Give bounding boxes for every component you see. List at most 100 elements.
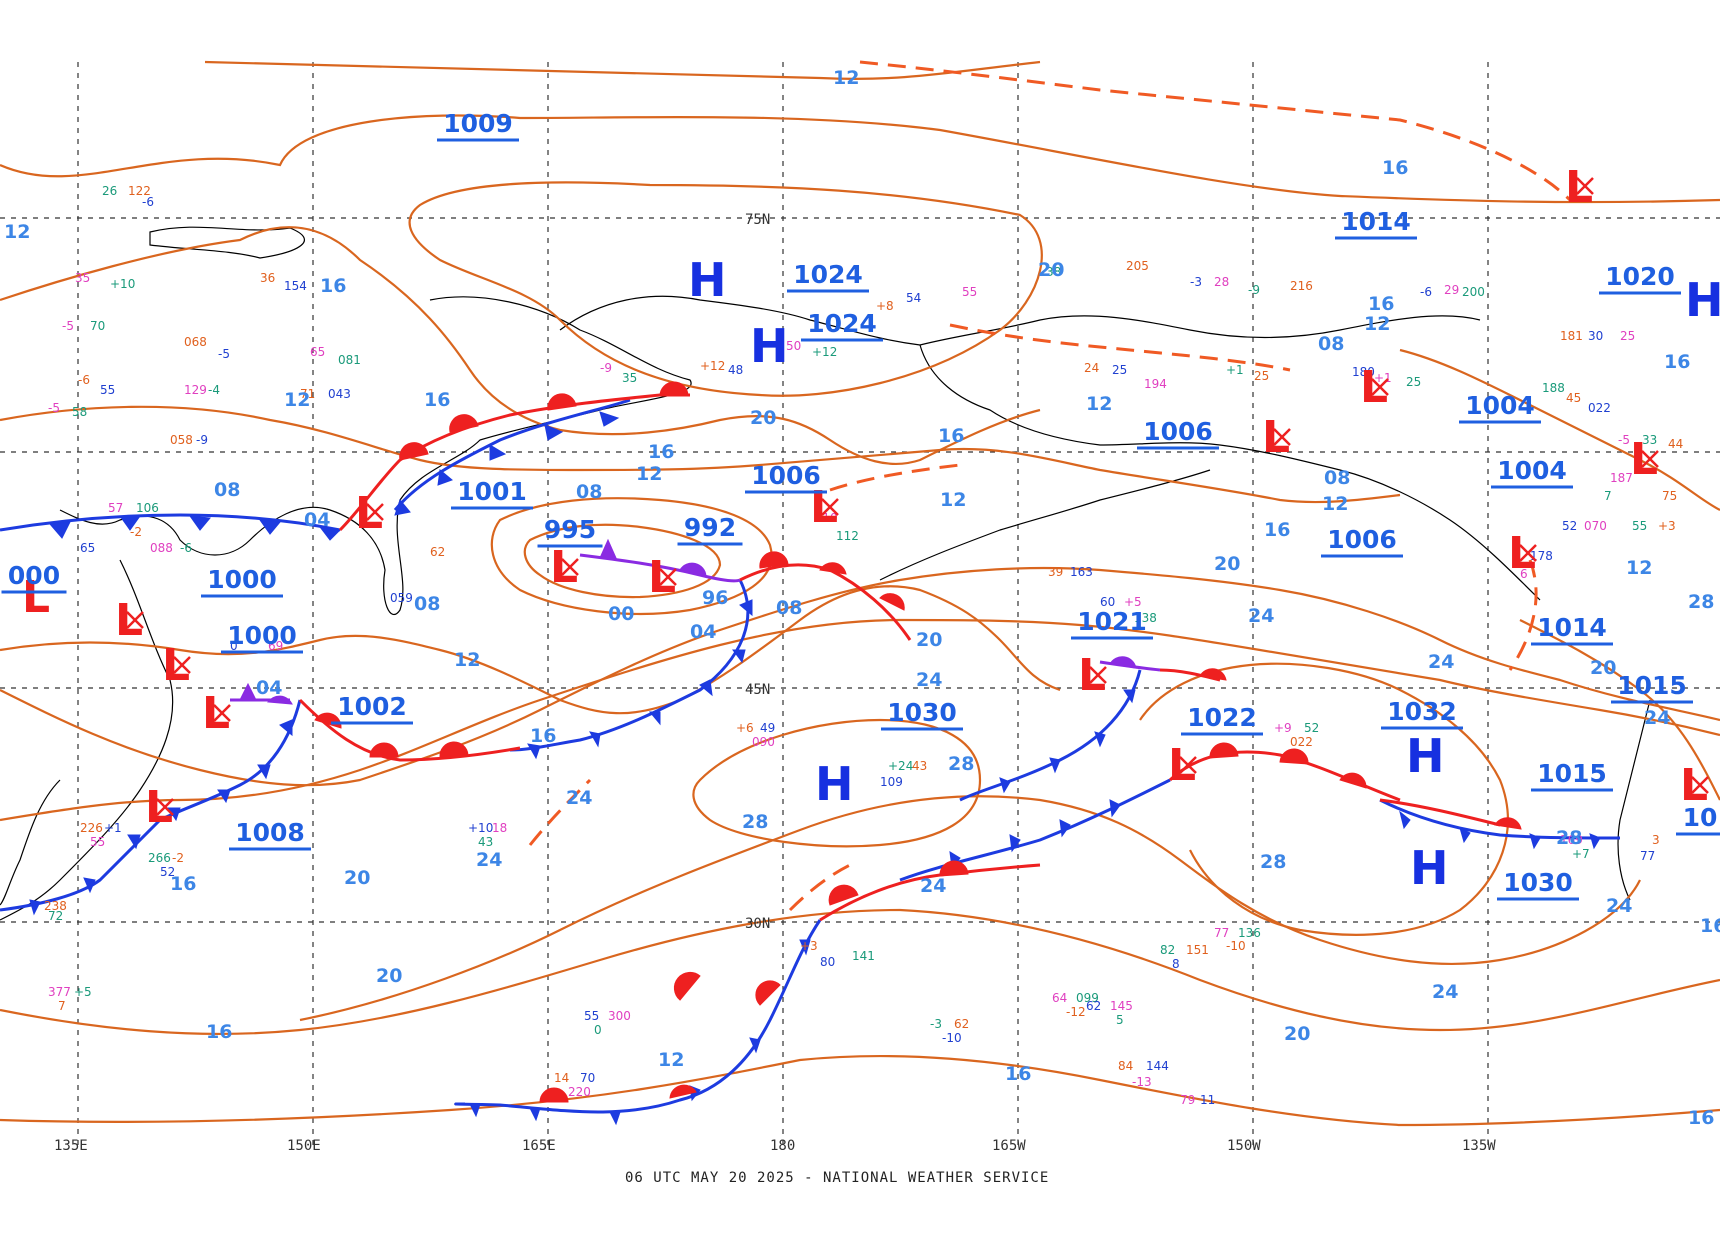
pressure-value-label: 992: [684, 513, 736, 542]
station-value: 266: [148, 851, 171, 865]
station-value: 62: [1086, 999, 1101, 1013]
station-value: 022: [1588, 401, 1611, 415]
isobar-label: 12: [636, 463, 662, 485]
station-value: +5: [74, 985, 92, 999]
isobar-label: 16: [530, 725, 556, 747]
isobar-label: 12: [454, 649, 480, 671]
station-value: 099: [1076, 991, 1099, 1005]
isobar-label: 04: [690, 621, 716, 643]
isobar-label: 28: [742, 811, 768, 833]
pressure-value-label: 1015: [1617, 671, 1687, 700]
station-value: -3: [1190, 275, 1202, 289]
station-value: 55: [1632, 519, 1647, 533]
station-value: -5: [62, 319, 74, 333]
isobar-label: 04: [304, 509, 330, 531]
station-value: -9: [600, 361, 612, 375]
station-value: +8: [876, 299, 894, 313]
low-center: L: [1262, 412, 1290, 463]
isobar-label: 08: [776, 597, 802, 619]
station-value: 6: [1520, 567, 1528, 581]
station-value: 48: [728, 363, 743, 377]
high-center: H: [1410, 841, 1449, 895]
pressure-value-label: 1030: [887, 698, 957, 727]
station-value: 44: [1668, 437, 1683, 451]
station-value: -2: [130, 525, 142, 539]
isobars: [0, 60, 1720, 1127]
station-value: 75: [1662, 489, 1677, 503]
station-value: 7: [1604, 489, 1612, 503]
high-center: H: [750, 319, 789, 373]
low-center: L: [202, 688, 230, 739]
pressure-value-label: 1001: [457, 477, 527, 506]
station-value: 022: [1290, 735, 1313, 749]
station-value: 30: [1588, 329, 1603, 343]
station-value: 55: [100, 383, 115, 397]
isobar-label: 00: [608, 603, 634, 625]
pressure-value-label: 1000: [227, 621, 297, 650]
isobar-label: 16: [206, 1021, 232, 1043]
troughs: [528, 60, 1572, 912]
pressure-value-label: 000: [8, 561, 60, 590]
high-center: H: [1406, 729, 1445, 783]
isobar-label: 16: [1264, 519, 1290, 541]
station-value: -13: [1132, 1075, 1152, 1089]
station-value: 49: [760, 721, 775, 735]
isobar-label: 24: [1644, 707, 1670, 729]
station-value: 43: [912, 759, 927, 773]
station-value: 62: [430, 545, 445, 559]
pressure-value-label: 1014: [1537, 613, 1607, 642]
station-value: 62: [954, 1017, 969, 1031]
station-value: -3: [930, 1017, 942, 1031]
isobar-label: 08: [1324, 467, 1350, 489]
isobar-label: 20: [1284, 1023, 1310, 1045]
isobar-label: 24: [1606, 895, 1632, 917]
isobar-label: 16: [170, 873, 196, 895]
isobar-labels: 12 16 12 16 20 16 12 12 16 20 12 08 16 1…: [4, 67, 1720, 1129]
station-value: 71: [300, 387, 315, 401]
pressure-value-label: 1014: [1341, 207, 1411, 236]
station-value: 180: [1352, 365, 1375, 379]
pressure-value-label: 1030: [1503, 868, 1573, 897]
station-value: 35: [622, 371, 637, 385]
station-value: 55: [90, 835, 105, 849]
station-value: 36: [260, 271, 275, 285]
station-value: -6: [180, 541, 192, 555]
isobar-label: 28: [1260, 851, 1286, 873]
lon-label-135w: 135W: [1462, 1138, 1496, 1154]
isobar-label: 16: [1664, 351, 1690, 373]
pressure-value-label: 1004: [1497, 456, 1567, 485]
isobar-label: 04: [256, 677, 282, 699]
pressure-value-label: 1006: [751, 461, 821, 490]
station-value: +3: [800, 939, 818, 953]
isobar-label: 24: [1432, 981, 1458, 1003]
station-value: 081: [338, 353, 361, 367]
station-value: 18: [492, 821, 507, 835]
isobar-label: 08: [414, 593, 440, 615]
isobar-label: 24: [476, 849, 502, 871]
station-value: 0: [594, 1023, 602, 1037]
isobar-label: 12: [658, 1049, 684, 1071]
station-value: 088: [150, 541, 173, 555]
station-value: +7: [1572, 847, 1590, 861]
isobar-label: 08: [214, 479, 240, 501]
station-value: 43: [478, 835, 493, 849]
station-value: +1: [104, 821, 122, 835]
station-value: 79: [1180, 1093, 1195, 1107]
low-center: L: [550, 542, 578, 593]
station-value: +1: [1226, 363, 1244, 377]
pressure-value-label: 1032: [1387, 697, 1457, 726]
isobar-label: 12: [1086, 393, 1112, 415]
isobar-label: 24: [916, 669, 942, 691]
low-center: L: [145, 782, 173, 833]
station-value: 181: [1560, 329, 1583, 343]
low-center: L: [1565, 162, 1593, 213]
low-center: L: [1360, 362, 1388, 413]
station-value: 25: [1112, 363, 1127, 377]
station-value: 25: [1620, 329, 1635, 343]
station-value: -5: [218, 347, 230, 361]
low-center: L: [115, 595, 143, 646]
station-value: 54: [906, 291, 921, 305]
pressure-value-label: 1024: [807, 309, 877, 338]
